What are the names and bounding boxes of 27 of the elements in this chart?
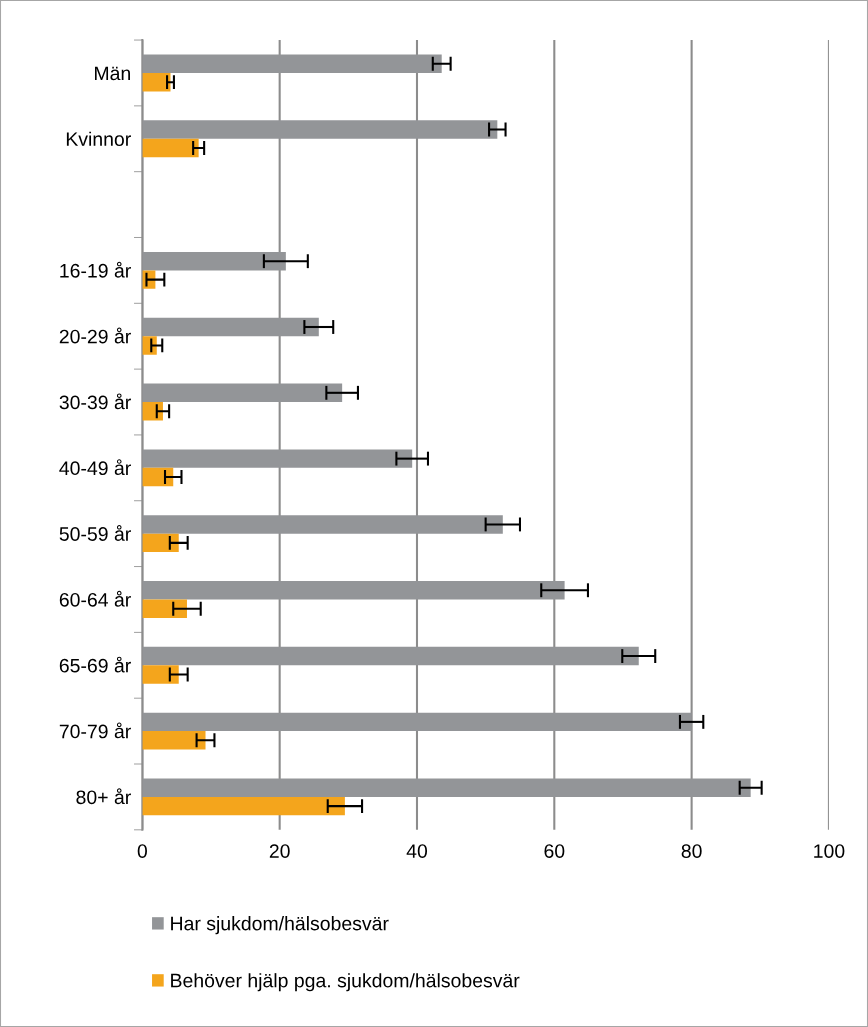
bar <box>142 599 187 618</box>
bar <box>142 72 171 92</box>
x-tick-label: 0 <box>137 844 147 858</box>
y-tick-label: 60-64 år <box>59 590 131 607</box>
y-tick-label: 16-19 år <box>60 261 131 278</box>
x-tick-label: 80 <box>681 844 702 858</box>
bar <box>142 533 179 553</box>
x-tick-label: 60 <box>544 844 565 858</box>
bar <box>142 665 179 684</box>
bar <box>142 731 206 750</box>
y-tick-label: 20-29 år <box>59 327 131 344</box>
y-tick-label: 30-39 år <box>59 393 131 410</box>
x-tick-label: 20 <box>269 844 290 858</box>
y-tick-label: 50-59 år <box>59 525 131 541</box>
y-tick-label: 65-69 år <box>59 656 131 673</box>
bar <box>142 796 345 816</box>
y-tick-label: Män <box>95 66 130 81</box>
y-tick-label: 80+ år <box>76 788 131 805</box>
y-tick-label: 40-49 år <box>59 459 131 476</box>
x-tick-label: 40 <box>406 844 428 858</box>
legend-label: Behöver hjälp pga. sjukdom/hälsobesvär <box>171 973 520 992</box>
bar <box>142 138 199 158</box>
y-tick-label: Kvinnor <box>66 131 131 147</box>
y-tick-label: 70-79 år <box>59 722 131 739</box>
legend-label: Har sjukdom/hälsobesvär <box>171 916 389 935</box>
x-tick-label: 100 <box>814 844 845 858</box>
bar <box>142 467 174 487</box>
